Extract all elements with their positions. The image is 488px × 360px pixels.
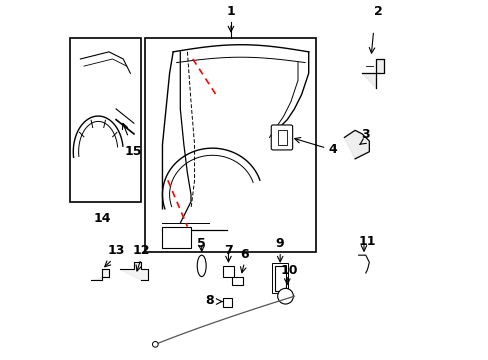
Bar bbox=[223, 266, 233, 276]
Text: 10: 10 bbox=[280, 264, 297, 277]
Bar bbox=[144, 37, 315, 252]
Text: 14: 14 bbox=[93, 212, 110, 225]
Text: 3: 3 bbox=[361, 128, 369, 141]
Text: 9: 9 bbox=[275, 237, 284, 250]
Ellipse shape bbox=[197, 255, 206, 276]
Polygon shape bbox=[362, 59, 383, 87]
Text: 1: 1 bbox=[226, 5, 235, 18]
Text: 15: 15 bbox=[124, 145, 142, 158]
Bar bbox=[223, 298, 231, 307]
Circle shape bbox=[277, 288, 293, 304]
Text: 12: 12 bbox=[132, 244, 149, 257]
Bar bbox=[70, 37, 141, 202]
Polygon shape bbox=[120, 262, 148, 280]
Bar bbox=[278, 130, 287, 145]
Text: 11: 11 bbox=[358, 235, 376, 248]
Text: 7: 7 bbox=[224, 244, 232, 257]
Text: 4: 4 bbox=[327, 143, 336, 157]
Text: 5: 5 bbox=[197, 237, 205, 250]
Text: 8: 8 bbox=[205, 294, 214, 307]
Circle shape bbox=[152, 342, 158, 347]
Bar bbox=[162, 227, 191, 248]
FancyBboxPatch shape bbox=[271, 125, 292, 150]
Text: 13: 13 bbox=[107, 244, 124, 257]
Polygon shape bbox=[91, 269, 109, 280]
Bar bbox=[274, 266, 285, 291]
Text: 2: 2 bbox=[373, 5, 382, 18]
Text: 6: 6 bbox=[240, 248, 248, 261]
Polygon shape bbox=[344, 130, 368, 159]
Bar bbox=[231, 276, 242, 285]
